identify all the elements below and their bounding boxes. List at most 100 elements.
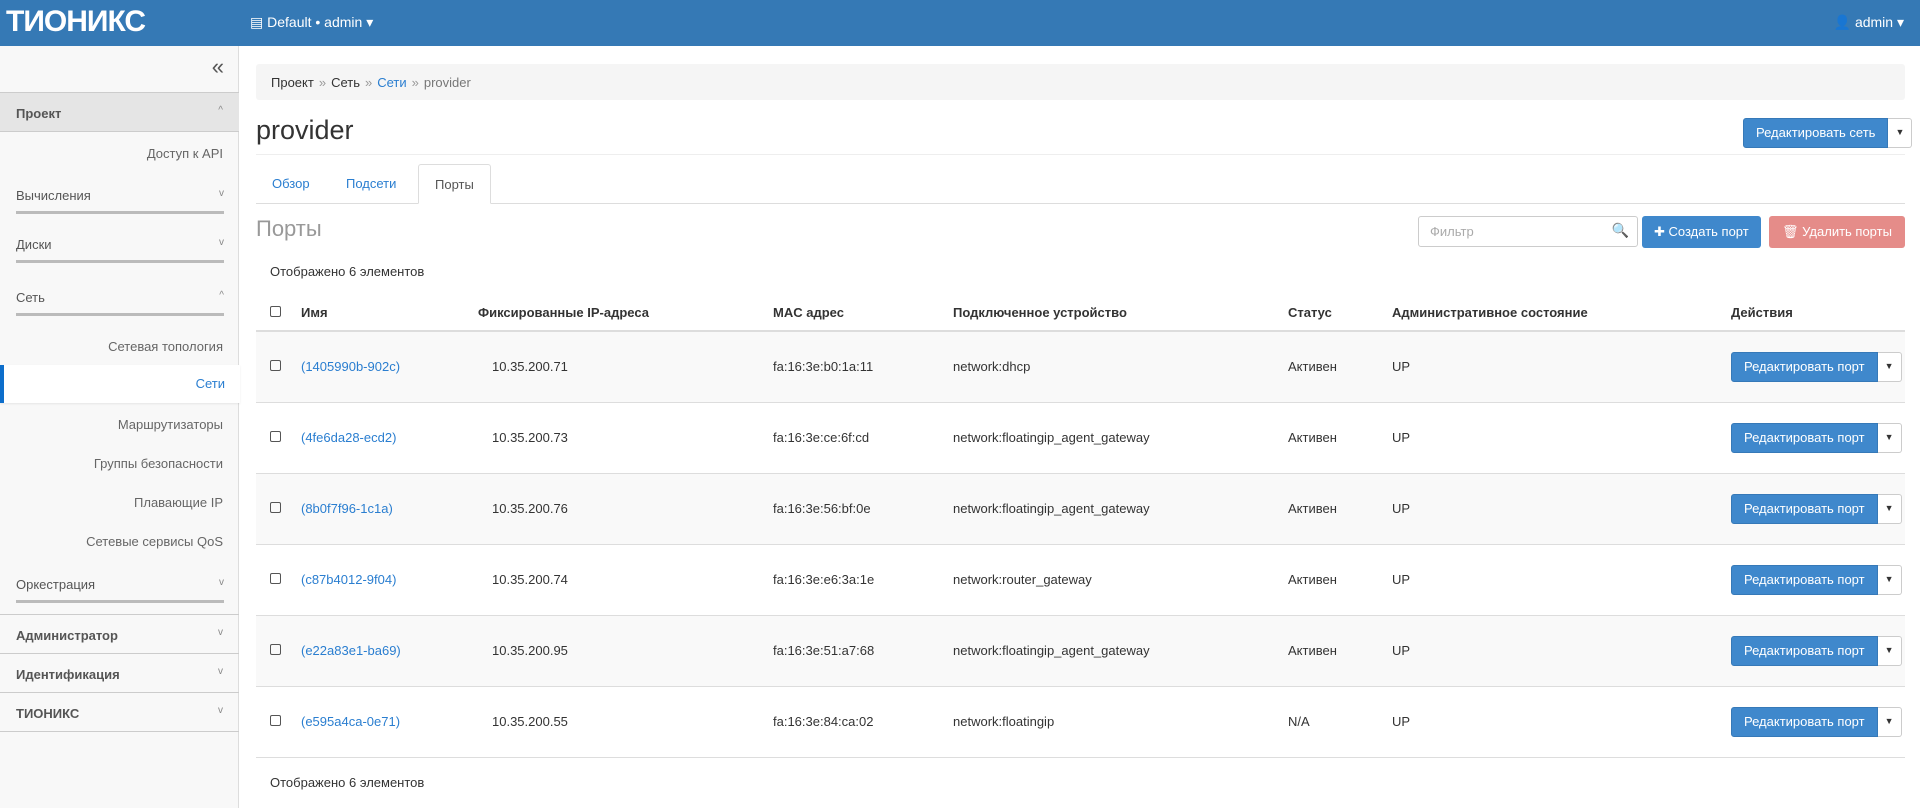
edit-network-dropdown[interactable]: ▼ — [1888, 118, 1913, 148]
edit-network-button[interactable]: Редактировать сеть — [1743, 118, 1889, 148]
mac-address: fa:16:3e:51:a7:68 — [773, 615, 953, 687]
caret-down-icon: ▾ — [366, 14, 374, 30]
page-title: provider — [256, 115, 354, 145]
col-name[interactable]: Имя — [301, 295, 478, 332]
sidebar-section-project[interactable]: Проект ^ — [0, 92, 239, 132]
chevron-down-icon: v — [218, 627, 223, 638]
port-name-link[interactable]: (1405990b-902c) — [301, 359, 401, 375]
mac-address: fa:16:3e:56:bf:0e — [773, 473, 953, 545]
col-fixed-ips[interactable]: Фиксированные IP-адреса — [478, 295, 773, 332]
project-selector[interactable]: ▤ Default • admin ▾ — [250, 14, 373, 31]
sidebar-section-tionix[interactable]: ТИОНИКС v — [0, 692, 239, 732]
status: Активен — [1288, 615, 1392, 687]
sidebar-item-networks[interactable]: Сети — [0, 365, 240, 403]
divider — [256, 154, 1905, 155]
col-mac[interactable]: MAC адрес — [773, 295, 953, 332]
sidebar-item-routers[interactable]: Маршрутизаторы — [117, 417, 223, 432]
status: Активен — [1288, 544, 1392, 616]
breadcrumb-project: Проект — [271, 75, 314, 90]
port-name-link[interactable]: (c87b4012-9f04) — [301, 572, 397, 587]
row-actions-dropdown[interactable]: ▼ — [1877, 635, 1902, 666]
row-checkbox[interactable] — [270, 502, 281, 513]
attached-device: network:dhcp — [953, 331, 1288, 403]
edit-port-button[interactable]: Редактировать порт — [1731, 706, 1878, 737]
admin-state: UP — [1392, 544, 1731, 616]
fixed-ip: 10.35.200.95 — [478, 615, 773, 687]
row-actions: Редактировать порт ▼ — [1731, 635, 1905, 666]
status: Активен — [1288, 331, 1392, 403]
table-row: (1405990b-902c) 10.35.200.71 fa:16:3e:b0… — [256, 331, 1905, 403]
col-status[interactable]: Статус — [1288, 295, 1392, 332]
search-icon[interactable]: 🔍 — [1611, 222, 1629, 238]
tab-ports[interactable]: Порты — [418, 164, 491, 204]
row-checkbox[interactable] — [270, 431, 281, 442]
user-menu[interactable]: 👤 admin ▾ — [1834, 14, 1904, 31]
sidebar-section-admin[interactable]: Администратор v — [0, 614, 239, 654]
row-actions-dropdown[interactable]: ▼ — [1877, 564, 1902, 595]
group-label: Оркестрация — [16, 577, 96, 592]
row-checkbox[interactable] — [270, 715, 281, 726]
plus-icon: ✚ — [1654, 224, 1669, 239]
row-checkbox[interactable] — [270, 573, 281, 584]
col-actions: Действия — [1731, 295, 1905, 332]
table-row: (e22a83e1-ba69) 10.35.200.95 fa:16:3e:51… — [256, 615, 1905, 687]
row-checkbox[interactable] — [270, 644, 281, 655]
logo[interactable]: ТИОНИКС — [6, 5, 146, 38]
fixed-ip: 10.35.200.76 — [478, 473, 773, 545]
sidebar-group-orchestration[interactable]: Оркестрация v — [16, 577, 224, 603]
sidebar-group-compute[interactable]: Вычисления v — [16, 188, 224, 214]
port-name-link[interactable]: (e22a83e1-ba69) — [301, 643, 401, 658]
select-all-checkbox[interactable] — [270, 306, 281, 317]
sidebar: « Проект ^ Доступ к API Вычисления v Диски… — [0, 46, 240, 808]
col-device[interactable]: Подключенное устройство — [953, 295, 1288, 332]
user-label: admin — [1854, 14, 1894, 30]
table-row: (4fe6da28-ecd2) 10.35.200.73 fa:16:3e:ce… — [256, 402, 1905, 474]
tab-subnets[interactable]: Подсети — [346, 176, 397, 191]
edit-port-button[interactable]: Редактировать порт — [1731, 351, 1878, 382]
table-row: (e595a4ca-0e71) 10.35.200.55 fa:16:3e:84… — [256, 686, 1905, 758]
row-actions-dropdown[interactable]: ▼ — [1877, 351, 1902, 382]
chevron-down-icon: v — [219, 237, 224, 248]
collapse-sidebar-icon[interactable]: « — [211, 54, 224, 79]
edit-port-button[interactable]: Редактировать порт — [1731, 422, 1878, 453]
caret-down-icon: ▾ — [1896, 14, 1904, 30]
table-row: (8b0f7f96-1c1a) 10.35.200.76 fa:16:3e:56… — [256, 473, 1905, 545]
sidebar-item-qos[interactable]: Сетевые сервисы QoS — [86, 534, 223, 549]
fixed-ip: 10.35.200.55 — [478, 686, 773, 758]
port-name-link[interactable]: (4fe6da28-ecd2) — [301, 430, 397, 445]
sidebar-group-volumes[interactable]: Диски v — [16, 237, 224, 263]
user-icon: 👤 — [1833, 14, 1855, 30]
row-actions-dropdown[interactable]: ▼ — [1877, 706, 1902, 737]
row-actions: Редактировать порт ▼ — [1731, 493, 1905, 524]
sidebar-item-floating-ips[interactable]: Плавающие IP — [134, 495, 223, 510]
section-label: ТИОНИКС — [16, 706, 80, 721]
sidebar-group-network[interactable]: Сеть ^ — [16, 290, 224, 316]
group-label: Вычисления — [16, 188, 91, 203]
col-admin-state[interactable]: Административное состояние — [1392, 295, 1731, 332]
sidebar-section-identity[interactable]: Идентификация v — [0, 653, 239, 693]
port-name-link[interactable]: (8b0f7f96-1c1a) — [301, 501, 393, 516]
item-count: Отображено 6 элементов — [270, 264, 425, 279]
row-checkbox[interactable] — [270, 360, 281, 372]
mac-address: fa:16:3e:e6:3a:1e — [773, 544, 953, 616]
group-label: Диски — [16, 237, 52, 252]
edit-port-button[interactable]: Редактировать порт — [1731, 564, 1878, 595]
delete-ports-button[interactable]: 🗑 Удалить порты — [1769, 216, 1905, 248]
sidebar-item-api[interactable]: Доступ к API — [146, 146, 223, 161]
filter-input[interactable]: Фильтр 🔍 — [1418, 216, 1638, 247]
row-actions-dropdown[interactable]: ▼ — [1877, 493, 1902, 524]
create-port-label: Создать порт — [1668, 224, 1749, 239]
chevron-down-icon: v — [218, 705, 223, 716]
edit-port-button[interactable]: Редактировать порт — [1731, 635, 1878, 666]
edit-port-button[interactable]: Редактировать порт — [1731, 493, 1878, 524]
sidebar-item-security-groups[interactable]: Группы безопасности — [93, 456, 223, 471]
breadcrumb-networks-link[interactable]: Сети — [377, 75, 407, 90]
port-name-link[interactable]: (e595a4ca-0e71) — [301, 714, 401, 729]
sidebar-item-topology[interactable]: Сетевая топология — [108, 339, 223, 354]
admin-state: UP — [1392, 615, 1731, 687]
section-title: Порты — [256, 216, 322, 241]
attached-device: network:floatingip_agent_gateway — [953, 402, 1288, 474]
create-port-button[interactable]: ✚ Создать порт — [1642, 216, 1761, 248]
tab-overview[interactable]: Обзор — [272, 176, 310, 191]
row-actions-dropdown[interactable]: ▼ — [1877, 422, 1902, 453]
